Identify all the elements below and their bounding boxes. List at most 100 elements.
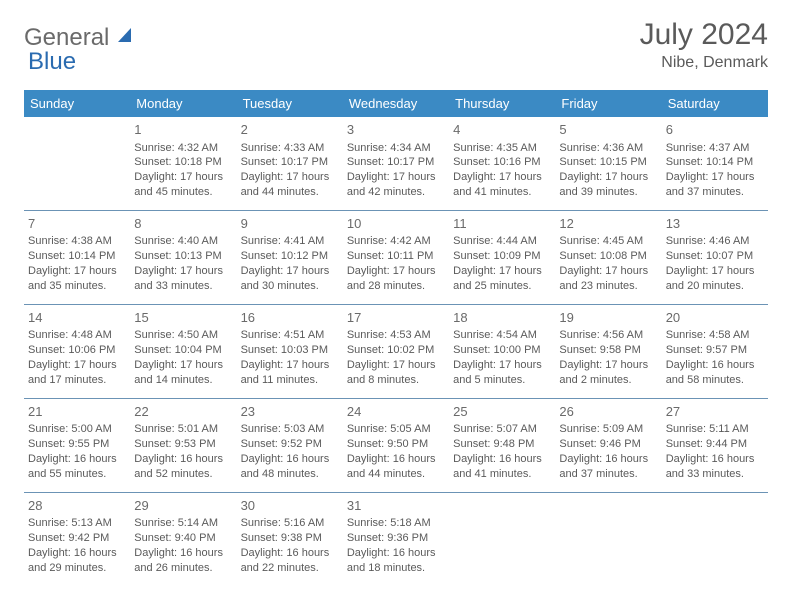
day-sunset: Sunset: 10:00 PM xyxy=(453,343,551,358)
day-daylight1: Daylight: 16 hours xyxy=(134,546,232,561)
day-daylight1: Daylight: 17 hours xyxy=(453,170,551,185)
day-daylight1: Daylight: 17 hours xyxy=(134,170,232,185)
day-sunset: Sunset: 9:40 PM xyxy=(134,531,232,546)
day-daylight2: and 28 minutes. xyxy=(347,279,445,294)
calendar-day-cell xyxy=(555,492,661,585)
day-daylight1: Daylight: 17 hours xyxy=(28,358,126,373)
calendar-week-row: 1Sunrise: 4:32 AMSunset: 10:18 PMDayligh… xyxy=(24,117,768,210)
day-number: 20 xyxy=(666,309,764,327)
location: Nibe, Denmark xyxy=(640,54,768,72)
day-daylight1: Daylight: 16 hours xyxy=(28,452,126,467)
calendar-header-row: Sunday Monday Tuesday Wednesday Thursday… xyxy=(24,90,768,117)
calendar-day-cell: 13Sunrise: 4:46 AMSunset: 10:07 PMDaylig… xyxy=(662,210,768,304)
day-daylight1: Daylight: 16 hours xyxy=(347,452,445,467)
calendar-day-cell xyxy=(24,117,130,210)
day-daylight1: Daylight: 16 hours xyxy=(666,452,764,467)
day-number: 1 xyxy=(134,121,232,139)
day-daylight2: and 26 minutes. xyxy=(134,561,232,576)
day-sunrise: Sunrise: 4:37 AM xyxy=(666,141,764,156)
calendar-day-cell: 10Sunrise: 4:42 AMSunset: 10:11 PMDaylig… xyxy=(343,210,449,304)
day-number: 4 xyxy=(453,121,551,139)
day-number: 21 xyxy=(28,403,126,421)
day-daylight2: and 8 minutes. xyxy=(347,373,445,388)
calendar-week-row: 7Sunrise: 4:38 AMSunset: 10:14 PMDayligh… xyxy=(24,210,768,304)
day-daylight2: and 5 minutes. xyxy=(453,373,551,388)
day-sunset: Sunset: 10:11 PM xyxy=(347,249,445,264)
calendar-day-cell: 21Sunrise: 5:00 AMSunset: 9:55 PMDayligh… xyxy=(24,398,130,492)
calendar-day-cell: 26Sunrise: 5:09 AMSunset: 9:46 PMDayligh… xyxy=(555,398,661,492)
day-number: 9 xyxy=(241,215,339,233)
day-number: 31 xyxy=(347,497,445,515)
logo-sail-icon xyxy=(111,24,137,52)
day-sunset: Sunset: 9:50 PM xyxy=(347,437,445,452)
calendar-day-cell: 15Sunrise: 4:50 AMSunset: 10:04 PMDaylig… xyxy=(130,304,236,398)
day-sunrise: Sunrise: 5:16 AM xyxy=(241,516,339,531)
day-daylight2: and 33 minutes. xyxy=(666,467,764,482)
calendar-table: Sunday Monday Tuesday Wednesday Thursday… xyxy=(24,90,768,586)
day-number: 27 xyxy=(666,403,764,421)
day-sunset: Sunset: 9:55 PM xyxy=(28,437,126,452)
day-number: 18 xyxy=(453,309,551,327)
calendar-day-cell: 3Sunrise: 4:34 AMSunset: 10:17 PMDayligh… xyxy=(343,117,449,210)
day-daylight2: and 30 minutes. xyxy=(241,279,339,294)
day-sunrise: Sunrise: 5:03 AM xyxy=(241,422,339,437)
calendar-day-cell: 30Sunrise: 5:16 AMSunset: 9:38 PMDayligh… xyxy=(237,492,343,585)
day-daylight1: Daylight: 17 hours xyxy=(134,264,232,279)
day-sunset: Sunset: 10:08 PM xyxy=(559,249,657,264)
day-number: 17 xyxy=(347,309,445,327)
day-daylight2: and 41 minutes. xyxy=(453,467,551,482)
day-number: 14 xyxy=(28,309,126,327)
day-sunset: Sunset: 10:07 PM xyxy=(666,249,764,264)
day-daylight2: and 37 minutes. xyxy=(559,467,657,482)
day-sunset: Sunset: 9:38 PM xyxy=(241,531,339,546)
day-sunset: Sunset: 10:18 PM xyxy=(134,155,232,170)
day-sunrise: Sunrise: 4:35 AM xyxy=(453,141,551,156)
day-sunrise: Sunrise: 4:51 AM xyxy=(241,328,339,343)
title-block: July 2024 Nibe, Denmark xyxy=(640,18,768,72)
day-number: 6 xyxy=(666,121,764,139)
day-daylight2: and 41 minutes. xyxy=(453,185,551,200)
day-sunset: Sunset: 10:12 PM xyxy=(241,249,339,264)
day-sunrise: Sunrise: 5:11 AM xyxy=(666,422,764,437)
day-sunset: Sunset: 10:02 PM xyxy=(347,343,445,358)
day-sunrise: Sunrise: 4:46 AM xyxy=(666,234,764,249)
calendar-week-row: 28Sunrise: 5:13 AMSunset: 9:42 PMDayligh… xyxy=(24,492,768,585)
day-sunset: Sunset: 9:57 PM xyxy=(666,343,764,358)
day-daylight2: and 23 minutes. xyxy=(559,279,657,294)
day-daylight1: Daylight: 17 hours xyxy=(559,170,657,185)
day-sunset: Sunset: 10:16 PM xyxy=(453,155,551,170)
day-daylight2: and 37 minutes. xyxy=(666,185,764,200)
calendar-day-cell: 5Sunrise: 4:36 AMSunset: 10:15 PMDayligh… xyxy=(555,117,661,210)
calendar-day-cell: 28Sunrise: 5:13 AMSunset: 9:42 PMDayligh… xyxy=(24,492,130,585)
day-daylight1: Daylight: 16 hours xyxy=(134,452,232,467)
weekday-header: Tuesday xyxy=(237,90,343,117)
weekday-header: Monday xyxy=(130,90,236,117)
calendar-day-cell: 1Sunrise: 4:32 AMSunset: 10:18 PMDayligh… xyxy=(130,117,236,210)
day-daylight2: and 11 minutes. xyxy=(241,373,339,388)
day-daylight1: Daylight: 17 hours xyxy=(241,358,339,373)
day-sunset: Sunset: 9:48 PM xyxy=(453,437,551,452)
day-daylight1: Daylight: 17 hours xyxy=(559,358,657,373)
day-daylight1: Daylight: 17 hours xyxy=(453,358,551,373)
day-sunset: Sunset: 10:14 PM xyxy=(28,249,126,264)
day-sunrise: Sunrise: 4:41 AM xyxy=(241,234,339,249)
calendar-day-cell: 20Sunrise: 4:58 AMSunset: 9:57 PMDayligh… xyxy=(662,304,768,398)
day-number: 22 xyxy=(134,403,232,421)
day-number: 11 xyxy=(453,215,551,233)
day-sunset: Sunset: 10:17 PM xyxy=(241,155,339,170)
day-daylight1: Daylight: 17 hours xyxy=(453,264,551,279)
day-number: 19 xyxy=(559,309,657,327)
day-sunset: Sunset: 9:46 PM xyxy=(559,437,657,452)
day-sunrise: Sunrise: 4:40 AM xyxy=(134,234,232,249)
calendar-body: 1Sunrise: 4:32 AMSunset: 10:18 PMDayligh… xyxy=(24,117,768,586)
day-sunset: Sunset: 9:52 PM xyxy=(241,437,339,452)
calendar-day-cell: 19Sunrise: 4:56 AMSunset: 9:58 PMDayligh… xyxy=(555,304,661,398)
day-daylight2: and 14 minutes. xyxy=(134,373,232,388)
calendar-day-cell: 17Sunrise: 4:53 AMSunset: 10:02 PMDaylig… xyxy=(343,304,449,398)
day-sunrise: Sunrise: 4:58 AM xyxy=(666,328,764,343)
calendar-day-cell: 25Sunrise: 5:07 AMSunset: 9:48 PMDayligh… xyxy=(449,398,555,492)
day-number: 16 xyxy=(241,309,339,327)
logo: General xyxy=(24,18,139,52)
day-sunrise: Sunrise: 4:34 AM xyxy=(347,141,445,156)
day-daylight1: Daylight: 17 hours xyxy=(347,170,445,185)
